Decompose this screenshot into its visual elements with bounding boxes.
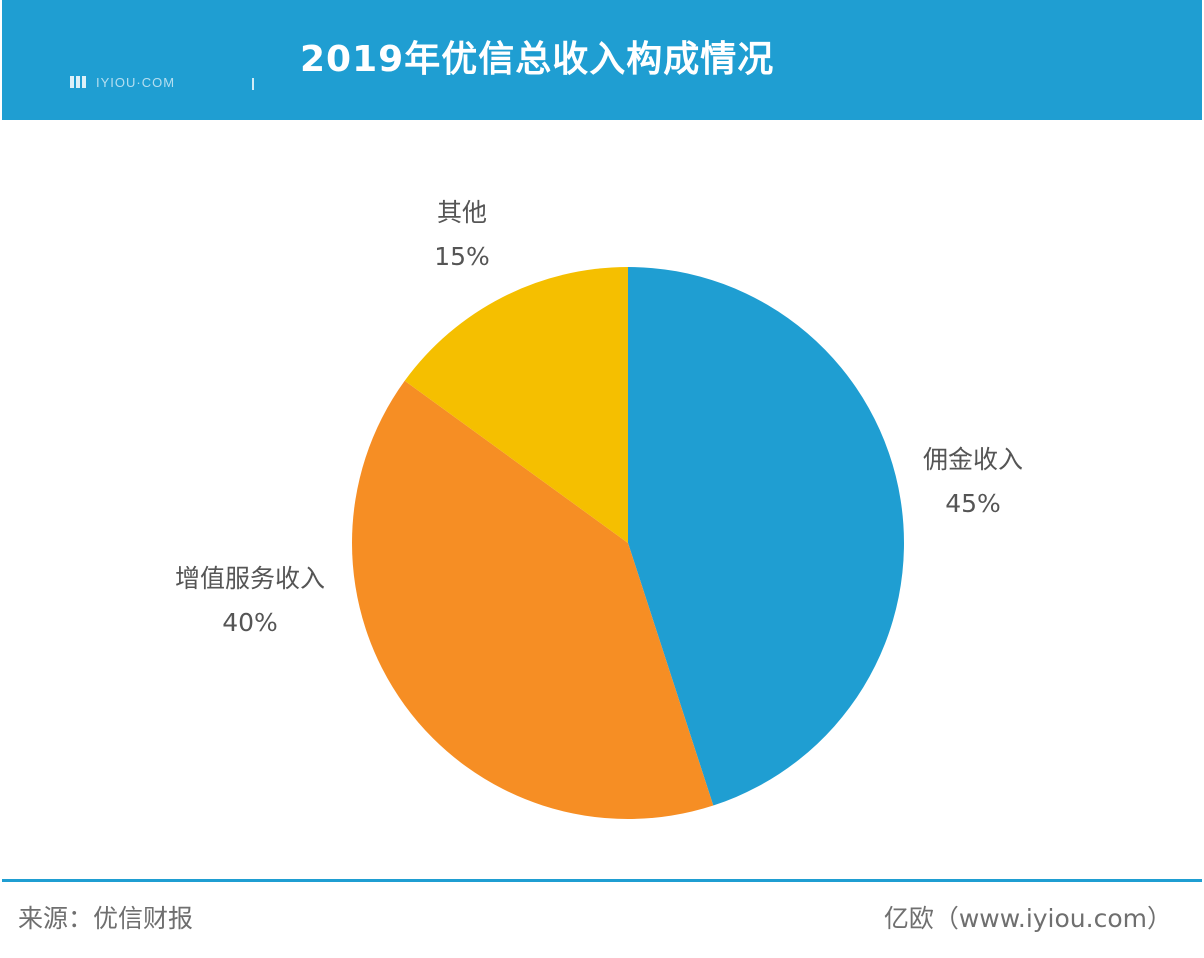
logo: IYIOU·COM (70, 70, 175, 94)
header-banner (2, 0, 1202, 120)
pie-slice-2 (351, 380, 714, 819)
chart-title: 2019年优信总收入构成情况 (300, 39, 775, 80)
pie-slice-1 (628, 267, 904, 806)
slice-label-2: 增值服务收入 (175, 564, 325, 593)
footer-divider (2, 879, 1202, 882)
logo-text: IYIOU·COM (96, 74, 176, 90)
logo-icon (70, 76, 86, 88)
slice-percent-1: 45% (945, 489, 1001, 518)
source-text: 来源：优信财报 (18, 904, 194, 933)
pie-slice-3 (404, 267, 628, 543)
credit-text: 亿欧（www.iyiou.com） (883, 904, 1172, 933)
logo-divider (252, 78, 254, 90)
slice-label-3: 其他 (437, 198, 487, 227)
slice-percent-3: 15% (434, 242, 490, 271)
slice-percent-2: 40% (222, 608, 278, 637)
slice-label-1: 佣金收入 (923, 445, 1023, 474)
